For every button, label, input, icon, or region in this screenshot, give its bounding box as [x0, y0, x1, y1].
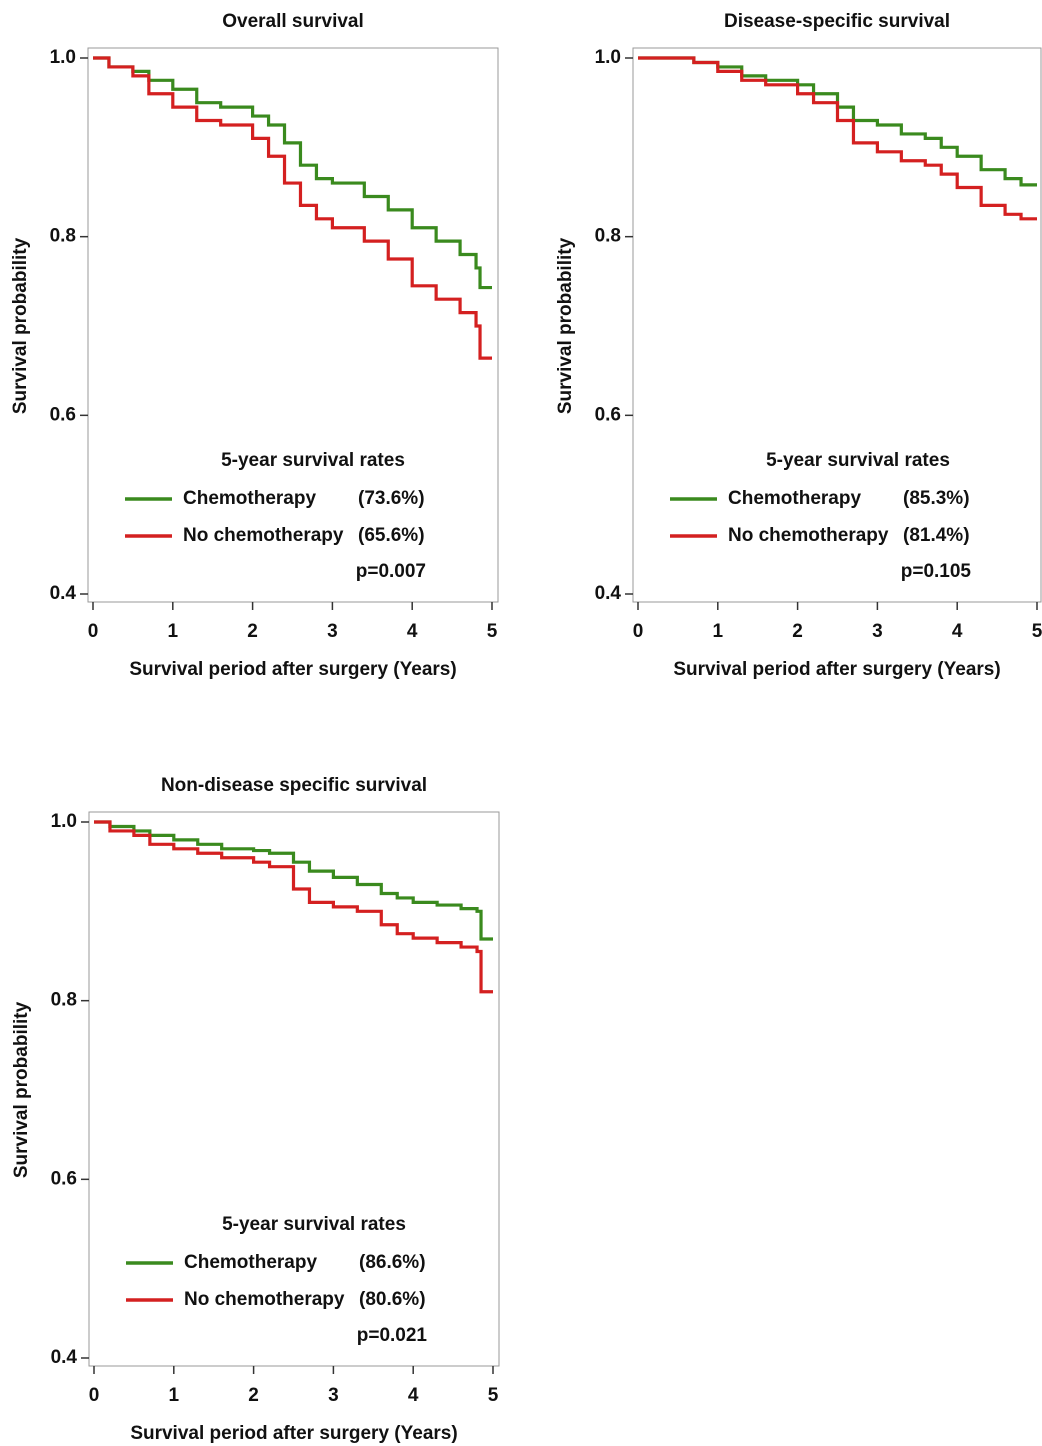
x-axis-label: Survival period after surgery (Years): [130, 1423, 457, 1444]
survival-curve: [94, 820, 493, 994]
legend-label: Chemotherapy: [184, 1252, 317, 1273]
plot-frame: [632, 47, 1042, 603]
y-axis-label: Survival probability: [10, 237, 31, 414]
x-tick-label: 4: [407, 621, 418, 642]
survival-curve: [93, 56, 492, 360]
x-tick-label: 3: [872, 621, 883, 642]
chart-title: Overall survival: [222, 11, 364, 32]
y-tick-label: 1.0: [51, 811, 77, 832]
p-value: p=0.105: [901, 561, 972, 582]
x-axis-label: Survival period after surgery (Years): [129, 659, 456, 680]
legend-title: 5-year survival rates: [222, 1214, 406, 1235]
x-tick-label: 5: [487, 621, 498, 642]
x-tick-label: 4: [408, 1385, 419, 1406]
chart-title: Disease-specific survival: [724, 11, 950, 32]
x-tick-label: 2: [792, 621, 803, 642]
x-tick-label: 3: [327, 621, 338, 642]
x-axis-label: Survival period after surgery (Years): [673, 659, 1000, 680]
plot-frame: [87, 47, 499, 603]
x-tick-label: 5: [488, 1385, 499, 1406]
x-tick-label: 3: [328, 1385, 339, 1406]
plot-frame: [88, 811, 500, 1367]
p-value: p=0.007: [356, 561, 426, 582]
y-axis-label: Survival probability: [555, 237, 576, 414]
x-tick-label: 4: [952, 621, 963, 642]
legend-rate: (85.3%): [903, 488, 970, 509]
legend-label: No chemotherapy: [184, 1289, 345, 1310]
y-tick-label: 0.4: [51, 1347, 78, 1368]
legend-label: Chemotherapy: [728, 488, 861, 509]
legend-rate: (86.6%): [359, 1252, 426, 1273]
x-tick-label: 1: [168, 621, 179, 642]
legend-rate: (65.6%): [358, 525, 425, 546]
y-tick-label: 1.0: [595, 47, 621, 68]
legend-rate: (81.4%): [903, 525, 970, 546]
y-tick-label: 0.8: [50, 226, 76, 247]
legend-label: No chemotherapy: [728, 525, 889, 546]
y-tick-label: 0.4: [50, 583, 77, 604]
y-tick-label: 0.6: [595, 404, 621, 425]
y-tick-label: 0.8: [595, 226, 621, 247]
y-tick-label: 0.8: [51, 990, 77, 1011]
y-tick-label: 0.6: [51, 1168, 77, 1189]
legend-label: No chemotherapy: [183, 525, 344, 546]
y-tick-label: 0.4: [595, 583, 622, 604]
x-tick-label: 5: [1032, 621, 1042, 642]
x-tick-label: 2: [247, 621, 258, 642]
survival-curve: [638, 56, 1037, 221]
legend-label: Chemotherapy: [183, 488, 316, 509]
survival-curve: [93, 56, 492, 290]
y-tick-label: 0.6: [50, 404, 76, 425]
x-tick-label: 2: [248, 1385, 259, 1406]
legend-title: 5-year survival rates: [221, 450, 405, 471]
p-value: p=0.021: [357, 1325, 428, 1346]
legend-rate: (80.6%): [359, 1289, 426, 1310]
x-tick-label: 0: [633, 621, 644, 642]
x-tick-label: 1: [169, 1385, 180, 1406]
y-axis-label: Survival probability: [11, 1001, 32, 1178]
legend-rate: (73.6%): [358, 488, 425, 509]
x-tick-label: 0: [88, 621, 99, 642]
y-tick-label: 1.0: [50, 47, 76, 68]
survival-curve: [94, 820, 493, 941]
x-tick-label: 0: [89, 1385, 100, 1406]
legend-title: 5-year survival rates: [766, 450, 950, 471]
x-tick-label: 1: [713, 621, 724, 642]
chart-title: Non-disease specific survival: [161, 775, 427, 796]
